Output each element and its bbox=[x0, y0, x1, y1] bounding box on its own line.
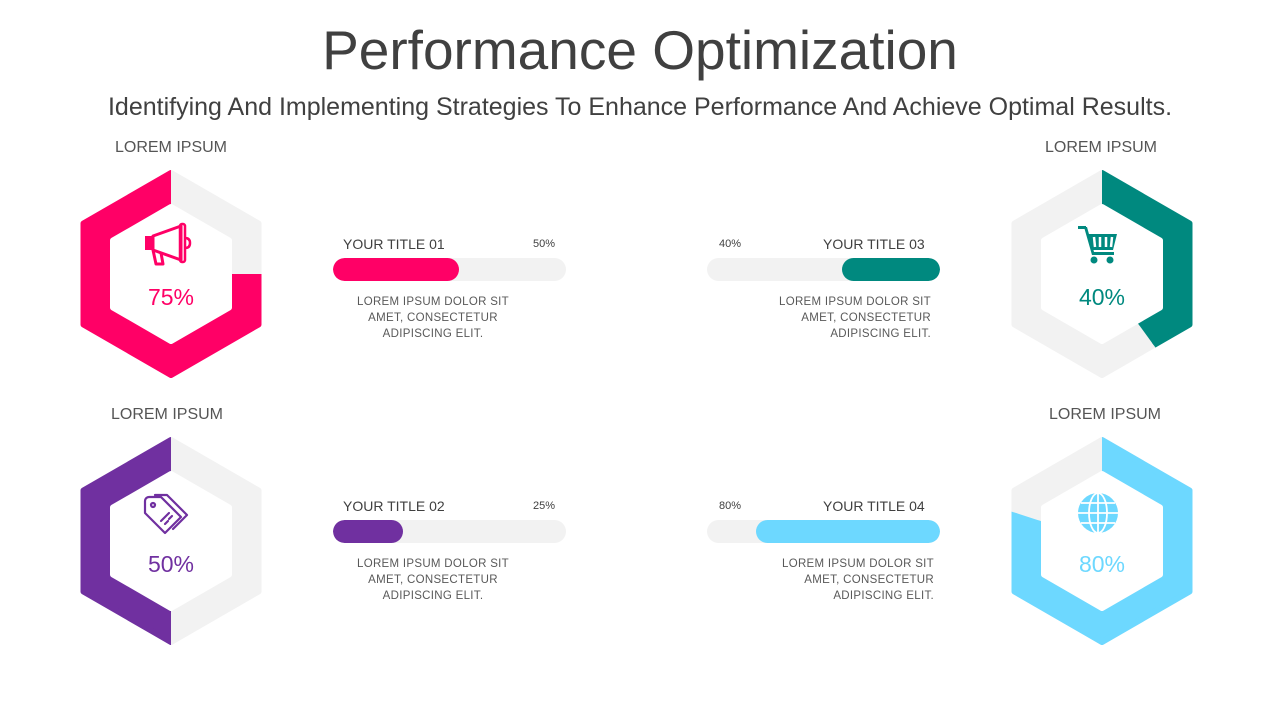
hexagon-progress-3: 40% bbox=[1002, 164, 1202, 384]
bar-percent-4: 80% bbox=[719, 500, 742, 512]
progress-bar-1: YOUR TITLE 01 50% LOREM IPSUM DOLOR SIT … bbox=[333, 236, 573, 356]
bar-track-4 bbox=[707, 520, 940, 543]
hexagon-progress-4: 80% bbox=[1002, 431, 1202, 651]
bar-track-1 bbox=[333, 258, 566, 281]
shopping-cart-icon bbox=[1072, 222, 1132, 272]
hexagon-percent-1: 75% bbox=[147, 284, 195, 310]
bar-description-3: LOREM IPSUM DOLOR SIT AMET, CONSECTETUR … bbox=[779, 296, 931, 340]
page-subtitle: Identifying And Implementing Strategies … bbox=[107, 93, 1173, 121]
bar-description-1: LOREM IPSUM DOLOR SIT AMET, CONSECTETUR … bbox=[357, 296, 509, 340]
hexagon-caption-2: LOREM IPSUM bbox=[110, 406, 223, 423]
hexagon-caption-3: LOREM IPSUM bbox=[1044, 139, 1157, 156]
globe-icon bbox=[1072, 489, 1132, 539]
bar-title-3: YOUR TITLE 03 bbox=[823, 236, 925, 252]
bar-track-2 bbox=[333, 520, 566, 543]
price-tag-icon bbox=[141, 489, 201, 539]
hexagon-caption-4: LOREM IPSUM bbox=[1048, 406, 1161, 423]
hexagon-percent-3: 40% bbox=[1078, 284, 1126, 310]
bar-percent-2: 25% bbox=[533, 500, 556, 512]
progress-bar-2: YOUR TITLE 02 25% LOREM IPSUM DOLOR SIT … bbox=[333, 498, 573, 618]
bar-percent-1: 50% bbox=[533, 238, 556, 250]
hexagon-progress-2: 50% bbox=[71, 431, 271, 651]
hexagon-percent-2: 50% bbox=[147, 551, 195, 577]
bar-fill-1 bbox=[333, 258, 459, 281]
page-title: Performance Optimization bbox=[322, 19, 958, 81]
bar-percent-3: 40% bbox=[719, 238, 742, 250]
bar-fill-3 bbox=[842, 258, 940, 281]
bar-title-1: YOUR TITLE 01 bbox=[343, 236, 445, 252]
bar-description-2: LOREM IPSUM DOLOR SIT AMET, CONSECTETUR … bbox=[357, 558, 509, 602]
bar-track-3 bbox=[707, 258, 940, 281]
hexagon-percent-4: 80% bbox=[1078, 551, 1126, 577]
progress-bar-3: 40% YOUR TITLE 03 LOREM IPSUM DOLOR SIT … bbox=[707, 236, 947, 356]
hexagon-progress-1: 75% bbox=[71, 164, 271, 384]
bar-fill-4 bbox=[756, 520, 940, 543]
bar-title-4: YOUR TITLE 04 bbox=[823, 498, 925, 514]
bar-title-2: YOUR TITLE 02 bbox=[343, 498, 445, 514]
megaphone-icon bbox=[141, 222, 201, 272]
bar-description-4: LOREM IPSUM DOLOR SIT AMET, CONSECTETUR … bbox=[782, 558, 934, 602]
hexagon-caption-1: LOREM IPSUM bbox=[114, 139, 227, 156]
bar-fill-2 bbox=[333, 520, 403, 543]
progress-bar-4: 80% YOUR TITLE 04 LOREM IPSUM DOLOR SIT … bbox=[707, 498, 947, 618]
